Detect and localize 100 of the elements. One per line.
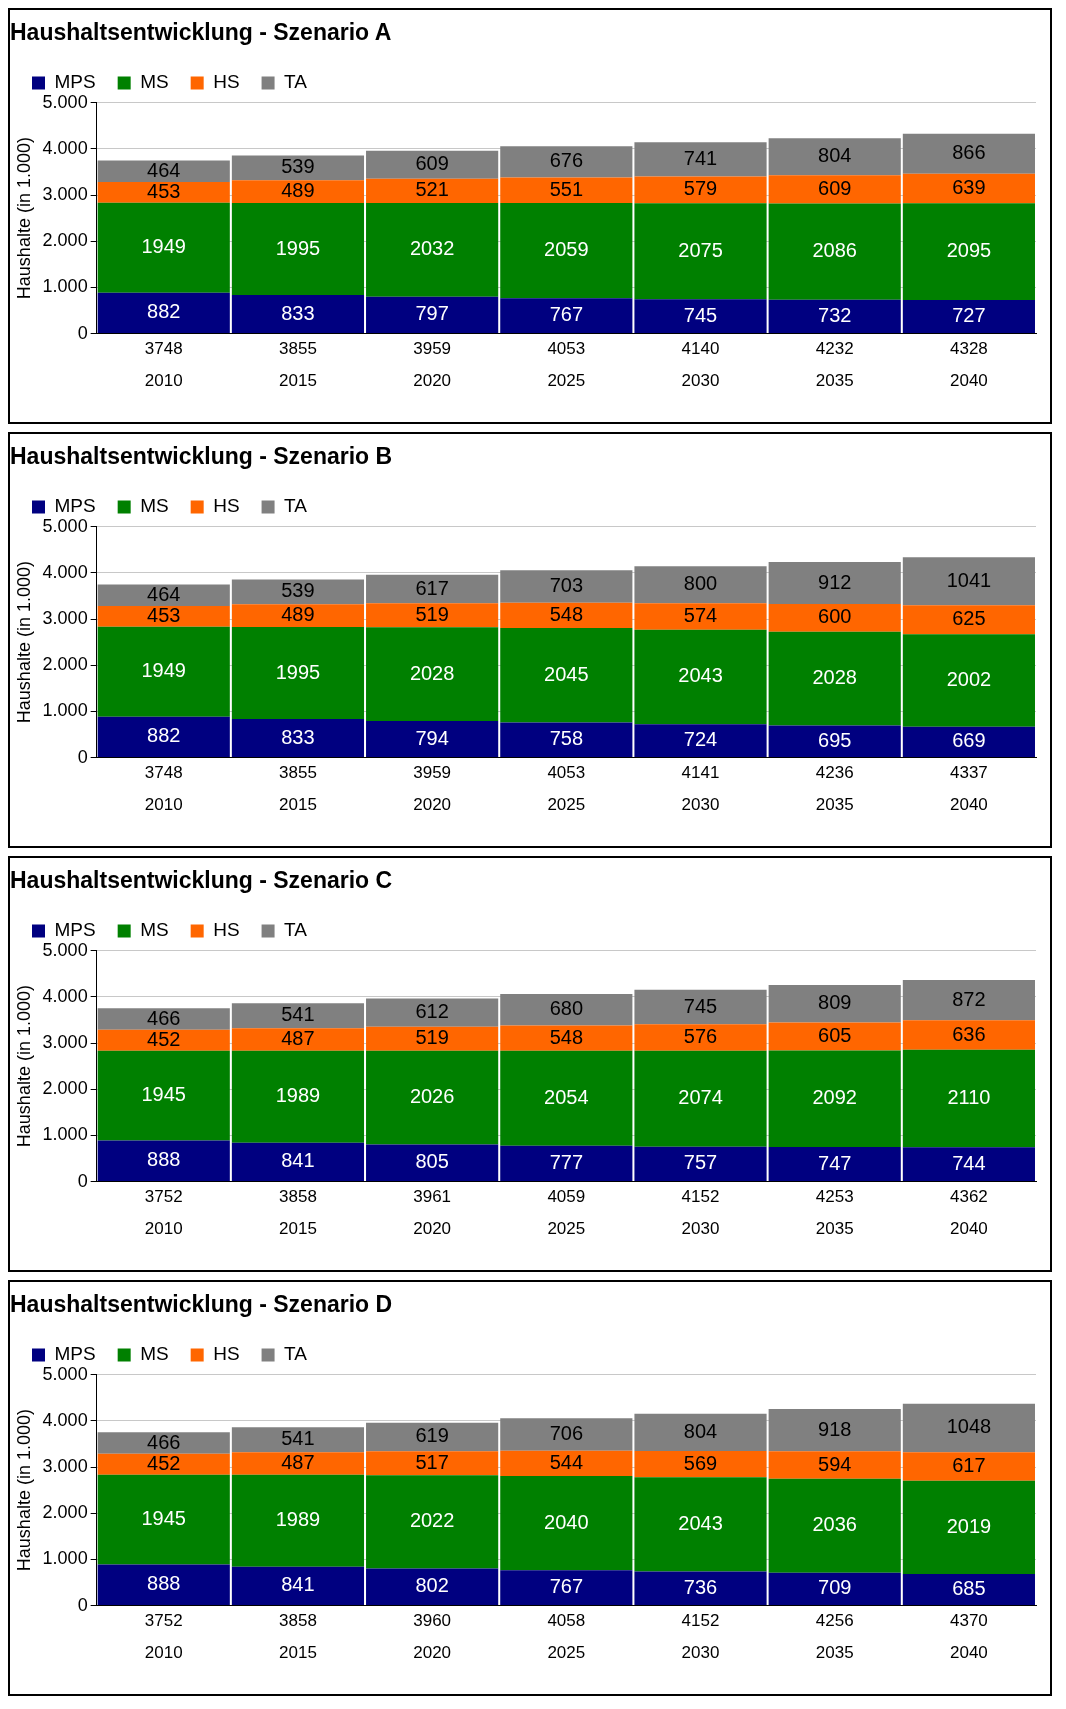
data-label: 517 — [415, 1450, 449, 1473]
bar — [634, 566, 767, 604]
data-label: 800 — [683, 572, 718, 595]
chart-title: Haushaltsentwicklung - Szenario D — [10, 1291, 393, 1318]
chart-title: Haushaltsentwicklung - Szenario B — [10, 443, 393, 470]
x-tick-label: 2015 — [279, 1219, 317, 1239]
legend-label: TA — [284, 1343, 308, 1365]
bar — [231, 579, 365, 605]
data-label: 541 — [281, 1427, 315, 1450]
data-label: 2110 — [947, 1086, 991, 1108]
data-label: 487 — [281, 1451, 315, 1474]
total-label: 3752 — [144, 1611, 183, 1631]
x-tick-label: 2015 — [279, 1643, 317, 1663]
bar — [768, 1408, 901, 1452]
total-label: 3858 — [279, 1187, 317, 1207]
bar — [768, 138, 901, 176]
bar — [366, 627, 499, 721]
bar — [231, 1028, 365, 1051]
bar — [231, 1427, 365, 1453]
bar — [366, 1568, 499, 1606]
legend-label: MPS — [54, 1343, 96, 1365]
total-label: 3748 — [144, 339, 183, 359]
total-label: 4141 — [681, 763, 720, 783]
total-label: 3748 — [144, 763, 183, 783]
bar — [768, 985, 901, 1023]
total-label: 3959 — [413, 763, 452, 783]
bar — [768, 203, 901, 300]
data-label: 777 — [549, 1150, 584, 1173]
bar — [366, 150, 499, 179]
bar — [500, 203, 633, 299]
total-label: 4370 — [949, 1611, 988, 1631]
bar — [768, 561, 901, 605]
data-label: 741 — [683, 146, 718, 169]
bar — [500, 628, 633, 723]
bar — [366, 296, 499, 334]
bar — [231, 180, 365, 203]
data-label: 767 — [549, 1575, 584, 1598]
bar — [634, 1571, 767, 1606]
bar — [500, 570, 633, 603]
total-label: 4152 — [681, 1187, 720, 1207]
y-tick-label: 5.000 — [42, 939, 88, 960]
y-tick-label: 5.000 — [42, 91, 88, 112]
x-tick-label: 2035 — [815, 371, 854, 391]
data-label: 2019 — [946, 1514, 992, 1537]
data-label: 841 — [281, 1149, 315, 1172]
x-tick-label: 2025 — [547, 371, 586, 391]
data-label: 882 — [147, 724, 181, 747]
data-label: 2022 — [409, 1509, 455, 1532]
data-label: 2092 — [812, 1086, 857, 1109]
x-tick-label: 2010 — [144, 795, 183, 815]
bar — [634, 1413, 767, 1451]
total-label: 3752 — [144, 1187, 183, 1207]
bar — [634, 1477, 767, 1572]
bar — [366, 603, 499, 628]
data-label: 2002 — [946, 667, 992, 690]
x-tick-label: 2015 — [279, 371, 317, 391]
bar — [902, 1452, 1035, 1481]
data-label: 767 — [549, 303, 584, 326]
data-label: 2059 — [544, 238, 589, 261]
bar — [500, 177, 633, 204]
bar — [634, 299, 767, 334]
legend-label: MS — [140, 71, 169, 93]
data-label: 1949 — [141, 659, 186, 682]
x-tick-label: 2020 — [413, 1643, 452, 1663]
data-label: 2028 — [409, 661, 455, 684]
y-tick-label: 0 — [77, 1594, 88, 1615]
data-label: 680 — [549, 997, 584, 1020]
data-label: 724 — [683, 728, 718, 751]
bar — [366, 1475, 499, 1569]
bar — [97, 1140, 230, 1182]
bar — [231, 295, 365, 334]
legend-label: MS — [140, 919, 169, 941]
legend-label: TA — [284, 919, 308, 941]
bar — [902, 1403, 1035, 1453]
bar — [768, 1147, 901, 1182]
bar — [366, 720, 499, 758]
data-label: 487 — [281, 1027, 315, 1050]
bar — [97, 584, 230, 606]
bar — [231, 719, 365, 758]
data-label: 466 — [147, 1430, 181, 1453]
bar — [231, 202, 365, 296]
bar — [231, 1142, 365, 1182]
data-label: 833 — [281, 301, 315, 324]
total-label: 4362 — [949, 1187, 988, 1207]
bar — [97, 1008, 230, 1030]
y-tick-label: 2.000 — [42, 654, 88, 675]
chart-title: Haushaltsentwicklung - Szenario C — [10, 867, 393, 894]
bar — [366, 178, 499, 203]
bar — [634, 142, 767, 177]
y-tick-label: 2.000 — [42, 1502, 88, 1523]
total-label: 4256 — [815, 1611, 854, 1631]
data-label: 745 — [683, 994, 718, 1017]
data-label: 882 — [147, 300, 181, 323]
bar — [902, 1049, 1035, 1148]
legend-label: MPS — [54, 71, 96, 93]
data-label: 452 — [147, 1451, 181, 1474]
data-label: 888 — [147, 1572, 181, 1595]
bar — [634, 1146, 767, 1182]
bar — [231, 626, 365, 720]
bar — [768, 1050, 901, 1148]
